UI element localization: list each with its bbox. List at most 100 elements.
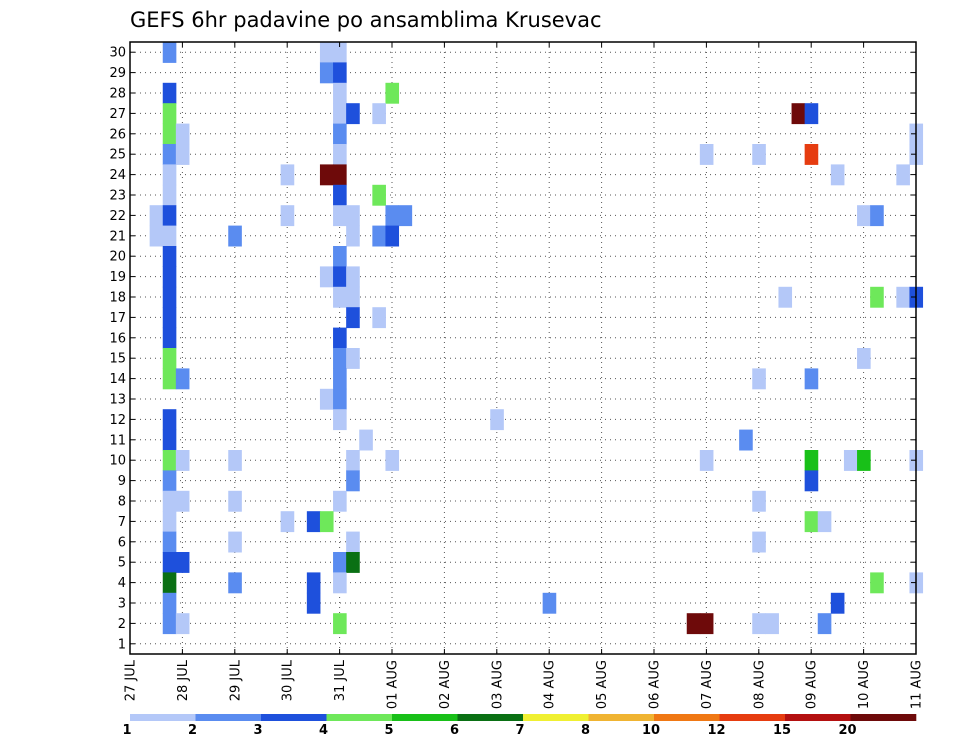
heatmap-cell (804, 103, 819, 125)
heatmap-cell (306, 511, 321, 533)
heatmap-cell (162, 613, 177, 635)
y-tick-label: 4 (118, 576, 126, 591)
plot-frame (129, 41, 917, 655)
y-tick-label: 15 (109, 352, 126, 367)
heatmap-cell (162, 42, 177, 63)
heatmap-cell (175, 490, 190, 512)
heatmap-cell (333, 552, 347, 573)
heatmap-cell (162, 144, 177, 165)
colorbar-label: 4 (319, 723, 328, 738)
heatmap-cell (228, 531, 242, 553)
y-tick-label: 16 (109, 331, 126, 346)
heatmap-cell (346, 552, 360, 573)
heatmap-cell (870, 205, 884, 227)
x-tick-label: 09 AUG (805, 660, 820, 709)
y-tick-label: 8 (118, 495, 126, 510)
heatmap-cell (804, 368, 819, 390)
heatmap-cell (228, 490, 242, 512)
colorbar-swatch (523, 714, 589, 721)
heatmap-cell (333, 286, 347, 308)
heatmap-cell (162, 429, 177, 451)
heatmap-cell (175, 613, 190, 635)
y-axis: 1234567891011121314151617181920212223242… (109, 46, 916, 652)
heatmap-cell (162, 286, 177, 308)
y-tick-label: 14 (109, 372, 126, 387)
x-tick-label: 01 AUG (386, 660, 401, 709)
heatmap-cell (333, 613, 347, 635)
heatmap-cell (162, 266, 177, 288)
heatmap-cell (162, 246, 177, 267)
colorbar-label: 10 (642, 723, 660, 738)
heatmap-cell (346, 103, 360, 125)
heatmap-cell (162, 368, 177, 390)
y-tick-label: 1 (118, 637, 126, 652)
heatmap-cell (346, 531, 360, 553)
heatmap-cell (319, 266, 334, 288)
heatmap-cell (359, 429, 373, 451)
heatmap-cell (162, 225, 177, 247)
heatmap-cell (319, 62, 334, 84)
heatmap-cell (346, 266, 360, 288)
heatmap-cell (333, 205, 347, 227)
heatmap-cell (752, 531, 766, 553)
heatmap-cell (162, 307, 177, 329)
heatmap-cell (385, 82, 400, 104)
heatmap-cell (804, 470, 819, 492)
heatmap-cell (228, 572, 242, 594)
heatmap-cell (333, 490, 347, 512)
x-axis: 27 JUL 28 JUL 29 JUL 30 JUL 31 JUL 01 AUG 02 A… (124, 42, 925, 709)
y-tick-label: 6 (118, 535, 126, 550)
y-tick-label: 26 (109, 127, 126, 142)
chart-title: GEFS 6hr padavine po ansamblima Krusevac (130, 8, 602, 32)
heatmap-cell (333, 144, 347, 165)
heatmap-cell (896, 286, 910, 308)
colorbar-label: 15 (773, 723, 791, 738)
heatmap-cell (752, 490, 766, 512)
x-tick-label: 10 AUG (857, 660, 872, 709)
y-tick-label: 28 (109, 87, 126, 102)
heatmap-cell (162, 490, 177, 512)
heatmap-cell (333, 103, 347, 125)
heatmap-cell (333, 388, 347, 410)
heatmap-cell (306, 572, 321, 594)
heatmap-cell (333, 82, 347, 104)
heatmap-cell (346, 470, 360, 492)
heatmap-cell (752, 368, 766, 390)
y-tick-label: 5 (118, 556, 126, 571)
y-tick-label: 27 (109, 107, 126, 122)
heatmap-cell (346, 225, 360, 247)
y-tick-label: 25 (109, 148, 126, 163)
heatmap-cell (333, 327, 347, 349)
colorbar-swatch (392, 714, 458, 721)
y-tick-label: 9 (118, 474, 126, 489)
heatmap-cell (765, 613, 779, 635)
heatmap-cell (804, 511, 819, 533)
x-tick-label: 04 AUG (543, 660, 558, 709)
y-tick-label: 22 (109, 209, 126, 224)
heatmap-cell (306, 592, 321, 614)
colorbar-swatch (850, 714, 917, 721)
heatmap-cell (162, 552, 177, 573)
heatmap-cell (280, 205, 295, 227)
colorbar-swatch (195, 714, 262, 721)
heatmap-cell (175, 123, 190, 145)
colorbar-label: 8 (581, 723, 590, 738)
colorbar-swatch (654, 714, 720, 721)
heatmap-cell (175, 552, 190, 573)
heatmap-cell (346, 307, 360, 329)
x-tick-label: 03 AUG (490, 660, 505, 709)
heatmap-cell (162, 511, 177, 533)
y-tick-label: 20 (109, 250, 126, 265)
heatmap-cell (319, 42, 334, 63)
x-tick-label: 28 JUL (176, 659, 191, 701)
y-tick-label: 11 (109, 433, 126, 448)
y-tick-label: 24 (109, 168, 126, 183)
heatmap-cell (319, 511, 334, 533)
y-tick-label: 18 (109, 291, 126, 306)
heatmap-cell (333, 368, 347, 390)
heatmap-cell (333, 266, 347, 288)
heatmap-cell (739, 429, 753, 451)
heatmap-cell (162, 592, 177, 614)
heatmap-cell (162, 103, 177, 125)
x-tick-label: 02 AUG (438, 660, 453, 709)
